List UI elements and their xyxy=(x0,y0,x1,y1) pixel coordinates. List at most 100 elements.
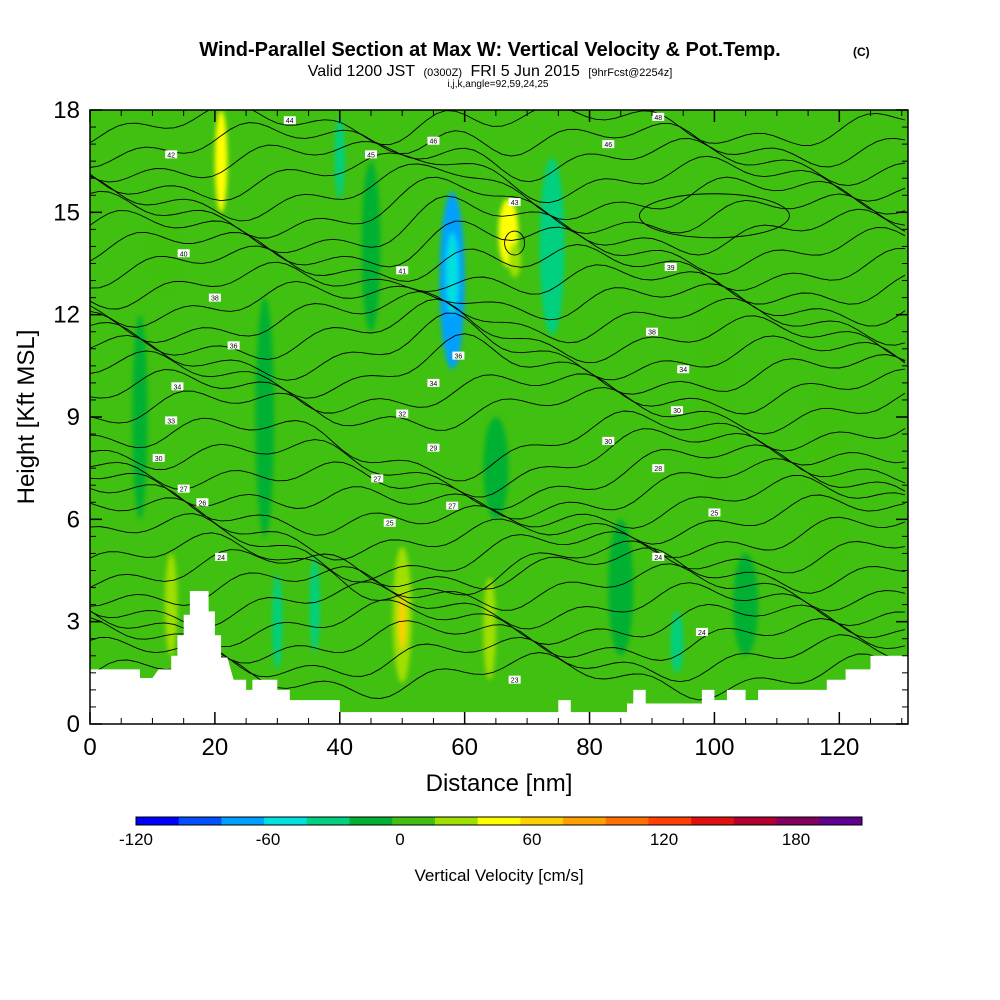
colorbar-tick-label: 120 xyxy=(650,830,678,849)
terrain xyxy=(90,591,908,724)
isentrope-line xyxy=(90,532,905,601)
isentrope-label: 30 xyxy=(155,456,163,463)
isentrope-line xyxy=(90,634,905,683)
isentrope-label: 41 xyxy=(398,268,406,275)
colorbar-swatch xyxy=(178,817,222,825)
isentrope-label: 24 xyxy=(217,555,225,562)
colorbar-swatch xyxy=(221,817,265,825)
valid-date: FRI 5 Jun 2015 xyxy=(470,63,580,80)
x-axis-label: Distance [nm] xyxy=(426,770,573,797)
isentrope-label-box xyxy=(508,198,521,207)
isentrope-label: 38 xyxy=(211,296,219,303)
colorbar-tick-label: -120 xyxy=(119,830,153,849)
y-tick-label: 9 xyxy=(67,404,80,431)
colorbar-swatch xyxy=(776,817,820,825)
isentrope-label: 43 xyxy=(511,200,519,207)
velocity-cell xyxy=(334,116,345,199)
y-tick-label: 6 xyxy=(67,506,80,533)
isentrope-label-box xyxy=(171,382,184,391)
isentrope-label-box xyxy=(396,266,409,275)
isentrope-line xyxy=(90,617,905,664)
isentrope-label: 29 xyxy=(430,446,438,453)
isentrope-label-box xyxy=(602,436,615,445)
velocity-cell xyxy=(539,157,565,336)
colorbar-swatch xyxy=(520,817,564,825)
isentrope-label: 25 xyxy=(386,521,394,528)
velocity-cell xyxy=(164,553,178,656)
isentrope-label-box xyxy=(177,249,190,258)
velocity-cell xyxy=(361,161,381,332)
isentrope-line xyxy=(90,110,906,146)
isentrope-line xyxy=(90,494,905,561)
velocity-cell xyxy=(483,577,496,680)
isentrope-line xyxy=(90,280,906,328)
isentrope-line xyxy=(504,230,526,256)
isentrope-line xyxy=(90,410,906,482)
isentrope-label: 28 xyxy=(654,466,662,473)
colorbar-tick-label: 180 xyxy=(782,830,810,849)
isentrope-label-box xyxy=(383,518,396,527)
velocity-cell xyxy=(808,382,846,588)
isentrope-label-box xyxy=(371,474,384,483)
isentrope-line xyxy=(90,563,905,612)
isentrope-label: 27 xyxy=(180,487,188,494)
isentrope-label-box xyxy=(427,443,440,452)
isentrope-label: 24 xyxy=(654,555,662,562)
isentrope-label-box xyxy=(396,409,409,418)
isentrope-line xyxy=(90,152,906,204)
isentrope-label-box xyxy=(645,327,658,336)
y-tick-label: 0 xyxy=(67,711,80,738)
x-tick-label: 120 xyxy=(819,734,859,761)
isentrope-label-box xyxy=(196,498,209,507)
isentrope-label-box xyxy=(177,484,190,493)
isentrope-label: 39 xyxy=(667,265,675,272)
isentrope-label-box xyxy=(364,150,377,159)
isentrope-line xyxy=(90,138,905,187)
isentrope-label-box xyxy=(664,262,677,271)
isentrope-label: 34 xyxy=(430,381,438,388)
colorbar-tick-label: 60 xyxy=(523,830,542,849)
isentrope-label-box xyxy=(652,464,665,473)
colorbar-tick-label: -60 xyxy=(256,830,281,849)
isentrope-label: 48 xyxy=(654,115,662,122)
y-tick-label: 15 xyxy=(53,199,80,226)
isentrope-label: 40 xyxy=(180,251,188,258)
colorbar-swatch xyxy=(264,817,308,825)
colorbar-swatch xyxy=(306,817,351,825)
y-tick-label: 3 xyxy=(67,609,80,636)
isentrope-label: 42 xyxy=(167,152,175,159)
isentrope-label: 27 xyxy=(373,476,381,483)
colorbar-swatch xyxy=(691,817,735,825)
isentrope-line xyxy=(90,122,905,168)
velocity-cell xyxy=(272,573,283,670)
isentrope-label: 30 xyxy=(673,408,681,415)
isentrope-line xyxy=(90,368,905,415)
isentrope-label-box xyxy=(165,150,178,159)
colorbar-swatch xyxy=(648,817,692,825)
x-tick-label: 40 xyxy=(326,734,353,761)
isentrope-label-box xyxy=(708,508,721,517)
isentrope-line xyxy=(90,428,905,498)
velocity-cell xyxy=(508,243,521,278)
isentrope-label-box xyxy=(165,416,178,425)
isentrope-label-box xyxy=(677,365,690,374)
isentrope-label-box xyxy=(508,675,521,684)
isentrope-label-box xyxy=(215,552,228,561)
velocity-cell xyxy=(698,263,731,503)
isentrope-label: 26 xyxy=(198,500,206,507)
isentrope-line xyxy=(90,195,906,256)
chart-indices: i,j,k,angle=92,59,24,25 xyxy=(448,79,549,90)
isentrope-line xyxy=(90,475,905,536)
y-tick-label: 12 xyxy=(53,302,80,329)
isentrope-label-box xyxy=(227,341,240,350)
y-tick-label: 18 xyxy=(53,97,80,124)
colorbar-swatch xyxy=(434,817,479,825)
isentrope-label: 34 xyxy=(174,384,182,391)
isentrope-label-box xyxy=(695,627,708,636)
colorbar-swatch xyxy=(477,817,521,825)
isentrope-label: 25 xyxy=(711,511,719,518)
isentrope-label-box xyxy=(446,501,459,510)
velocity-cell xyxy=(733,553,759,656)
isentrope-label: 30 xyxy=(604,439,612,446)
